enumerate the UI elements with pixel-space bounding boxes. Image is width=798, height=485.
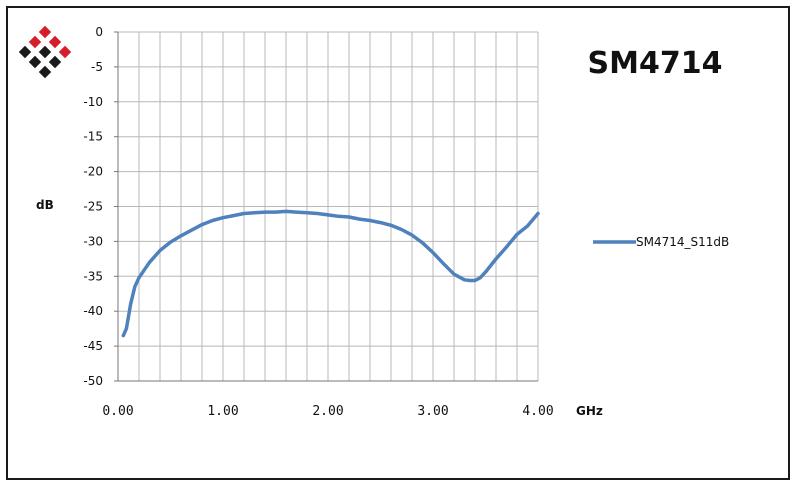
x-axis-label: GHz [576, 404, 603, 418]
y-tick-label: -45 [83, 339, 103, 353]
logo-diamond [38, 65, 52, 79]
y-axis-label: dB [36, 198, 54, 212]
y-tick-label: -15 [83, 130, 103, 144]
y-tick-label: -5 [91, 60, 103, 74]
y-tick-label: -40 [83, 304, 103, 318]
logo-diamond [48, 55, 62, 69]
y-tick-label: 0 [95, 25, 103, 39]
x-tick-label: 0.00 [102, 404, 133, 419]
grid-lines [118, 31, 539, 381]
logo-diamond [58, 45, 72, 59]
logo-diamond [38, 25, 52, 39]
logo-diamond [48, 35, 62, 49]
logo-diamond [28, 55, 42, 69]
y-tick-label: -30 [83, 234, 103, 248]
x-tick-label: 4.00 [522, 404, 553, 419]
x-tick-label: 3.00 [417, 404, 448, 419]
y-tick-label: -20 [83, 165, 103, 179]
y-tick-label: -10 [83, 95, 103, 109]
x-tick-label: 1.00 [207, 404, 238, 419]
y-tick-label: -35 [83, 269, 103, 283]
logo-diamond [38, 45, 52, 59]
logo-diamond [28, 35, 42, 49]
y-tick-label: -25 [83, 200, 103, 214]
series-layer [121, 209, 540, 338]
series-line [121, 209, 540, 338]
logo-diamond [18, 45, 32, 59]
y-tick-label: -50 [83, 374, 103, 388]
y-tick-labels: 0 -5 -10 -15 -20 -25 -30 -35 -40 -45 -50 [83, 25, 118, 388]
legend: SM4714_S11dB [593, 235, 729, 249]
chart-title: SM4714 [588, 46, 723, 81]
x-tick-label: 2.00 [312, 404, 343, 419]
legend-label: SM4714_S11dB [636, 235, 729, 249]
x-tick-labels: 0.00 1.00 2.00 3.00 4.00 [102, 404, 553, 419]
company-logo [18, 25, 72, 79]
chart-frame [6, 6, 790, 480]
